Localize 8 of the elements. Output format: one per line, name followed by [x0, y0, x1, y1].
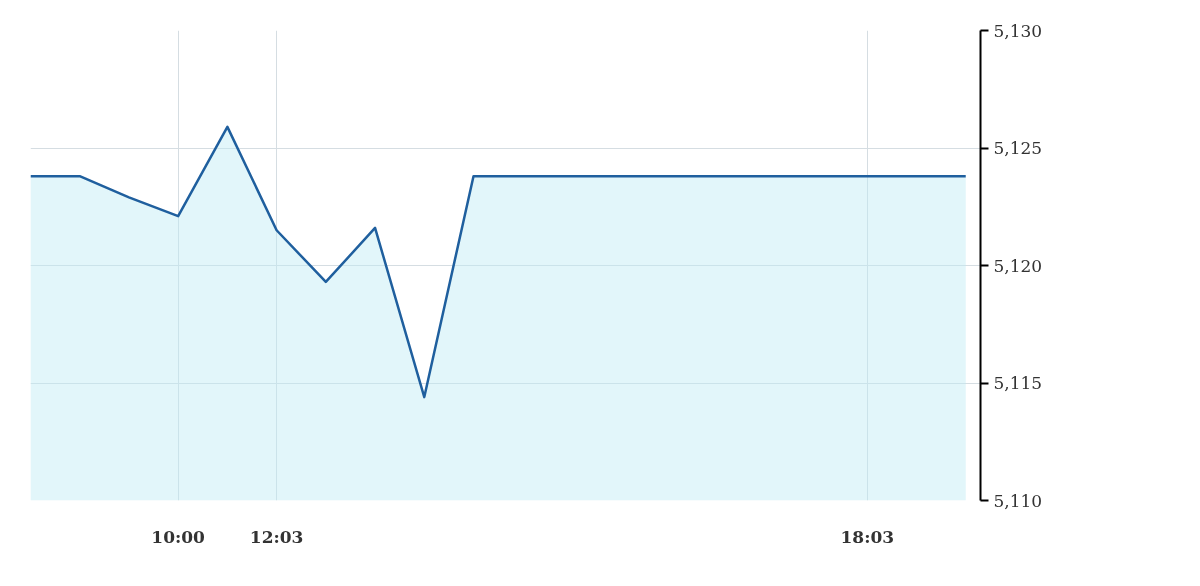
y-tick-label: 5,125	[993, 138, 1043, 158]
y-tick-label: 5,130	[993, 20, 1043, 41]
y-tick-label: 5,115	[993, 373, 1043, 393]
y-tick-label: 5,120	[993, 255, 1043, 276]
x-tick-label: 12:03	[249, 526, 304, 547]
x-tick-label: 18:03	[840, 526, 895, 547]
x-tick-label: 10:00	[151, 526, 206, 547]
y-tick-label: 5,110	[993, 490, 1043, 511]
